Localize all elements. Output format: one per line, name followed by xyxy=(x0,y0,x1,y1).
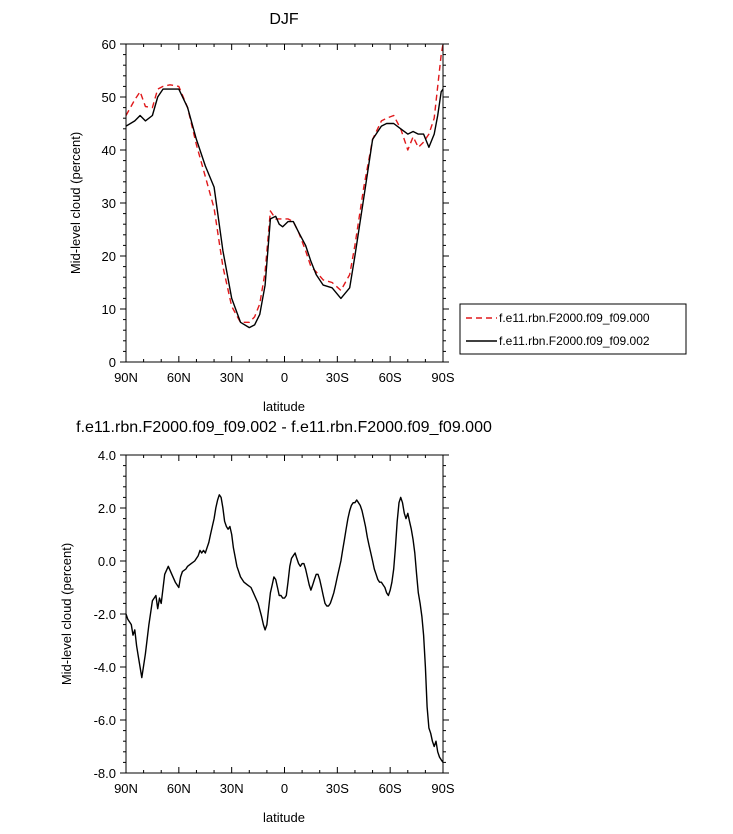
top-x-tick-label: 90N xyxy=(114,370,138,385)
top-x-tick-label: 90S xyxy=(431,370,454,385)
top-panel: DJF 90N 60N 30N 0 30S 60S 90S 0 10 20 30 40 50 60 lat… xyxy=(68,11,687,414)
top-x-tick-label: 60S xyxy=(379,370,402,385)
top-x-tick-label: 30N xyxy=(220,370,244,385)
top-y-tick-label: 40 xyxy=(102,143,116,158)
top-plot-area: 90N 60N 30N 0 30S 60S 90S 0 10 20 30 40 50 60 xyxy=(102,37,455,385)
top-series-line-1 xyxy=(125,88,444,329)
legend-label-series-1: f.e11.rbn.F2000.f09_f09.002 xyxy=(499,334,650,348)
top-y-axis-label: Mid-level cloud (percent) xyxy=(68,132,83,274)
bottom-x-tick-label: 30N xyxy=(220,781,244,796)
bottom-y-tick-label: -4.0 xyxy=(94,660,116,675)
bottom-y-tick-label: -6.0 xyxy=(94,713,116,728)
top-y-tick-label: 20 xyxy=(102,249,116,264)
bottom-y-tick-label: -8.0 xyxy=(94,766,116,781)
bottom-y-tick-label: 2.0 xyxy=(98,501,116,516)
top-x-tick-label: 30S xyxy=(326,370,349,385)
bottom-x-tick-label: 0 xyxy=(281,781,288,796)
top-x-axis-label: latitude xyxy=(263,399,305,414)
bottom-plot-area: 90N 60N 30N 0 30S 60S 90S -8.0 -6.0 -4.0 -2.0 0.0 2.… xyxy=(94,448,455,796)
bottom-plot-frame xyxy=(125,454,444,774)
top-y-tick-label: 30 xyxy=(102,196,116,211)
bottom-x-tick-label: 60S xyxy=(379,781,402,796)
legend-label-series-0: f.e11.rbn.F2000.f09_f09.000 xyxy=(499,311,650,325)
bottom-x-axis-label: latitude xyxy=(263,810,305,825)
bottom-x-tick-label: 90N xyxy=(114,781,138,796)
bottom-y-tick-label: 0.0 xyxy=(98,554,116,569)
top-chart-title: DJF xyxy=(269,11,299,28)
bottom-y-tick-label: -2.0 xyxy=(94,607,116,622)
bottom-y-axis-label: Mid-level cloud (percent) xyxy=(59,543,74,685)
top-series-line-0 xyxy=(125,43,444,323)
legend: f.e11.rbn.F2000.f09_f09.000 f.e11.rbn.F2… xyxy=(459,303,687,355)
bottom-panel: f.e11.rbn.F2000.f09_f09.002 - f.e11.rbn.… xyxy=(59,419,492,825)
bottom-series-line-0 xyxy=(125,494,444,763)
legend-frame xyxy=(459,303,687,355)
bottom-y-tick-label: 4.0 xyxy=(98,448,116,463)
top-y-tick-label: 0 xyxy=(109,355,116,370)
top-plot-frame xyxy=(125,43,444,363)
top-y-tick-label: 60 xyxy=(102,37,116,52)
bottom-x-tick-label: 90S xyxy=(431,781,454,796)
top-x-tick-label: 60N xyxy=(167,370,191,385)
bottom-chart-title: f.e11.rbn.F2000.f09_f09.002 - f.e11.rbn.… xyxy=(76,419,492,436)
top-y-tick-label: 50 xyxy=(102,90,116,105)
bottom-x-tick-label: 30S xyxy=(326,781,349,796)
top-x-tick-label: 0 xyxy=(281,370,288,385)
top-y-tick-label: 10 xyxy=(102,302,116,317)
bottom-x-tick-label: 60N xyxy=(167,781,191,796)
